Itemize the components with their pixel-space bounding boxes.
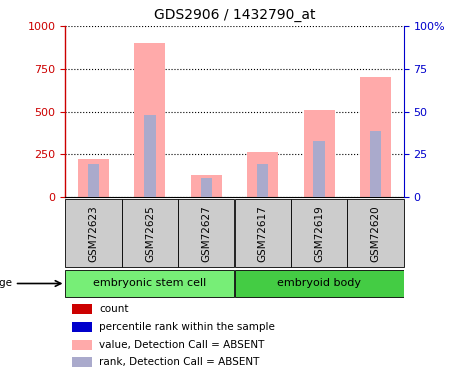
Bar: [88, 164, 99, 197]
Text: embryonic stem cell: embryonic stem cell: [93, 279, 207, 288]
Text: GSM72623: GSM72623: [88, 205, 99, 262]
Title: GDS2906 / 1432790_at: GDS2906 / 1432790_at: [154, 9, 315, 22]
Text: value, Detection Call = ABSENT: value, Detection Call = ABSENT: [99, 339, 265, 350]
Bar: [144, 115, 156, 197]
FancyBboxPatch shape: [65, 200, 122, 267]
FancyBboxPatch shape: [72, 339, 92, 350]
FancyBboxPatch shape: [72, 322, 92, 332]
Bar: [304, 110, 335, 197]
FancyBboxPatch shape: [178, 200, 235, 267]
FancyBboxPatch shape: [347, 200, 404, 267]
Bar: [257, 164, 268, 197]
Text: GSM72617: GSM72617: [258, 205, 268, 262]
FancyBboxPatch shape: [72, 357, 92, 368]
Bar: [313, 141, 325, 197]
Bar: [247, 152, 278, 197]
FancyBboxPatch shape: [65, 270, 235, 297]
Text: GSM72620: GSM72620: [370, 205, 381, 262]
Bar: [360, 78, 391, 197]
Text: GSM72627: GSM72627: [201, 205, 212, 262]
Text: GSM72619: GSM72619: [314, 205, 324, 262]
Bar: [191, 175, 222, 197]
Text: development stage: development stage: [0, 279, 12, 288]
Bar: [78, 159, 109, 197]
FancyBboxPatch shape: [122, 200, 178, 267]
Text: count: count: [99, 304, 129, 314]
FancyBboxPatch shape: [235, 270, 404, 297]
FancyBboxPatch shape: [291, 200, 347, 267]
FancyBboxPatch shape: [72, 304, 92, 314]
Bar: [201, 178, 212, 197]
Bar: [134, 44, 166, 197]
Text: percentile rank within the sample: percentile rank within the sample: [99, 322, 275, 332]
FancyBboxPatch shape: [235, 200, 291, 267]
Text: rank, Detection Call = ABSENT: rank, Detection Call = ABSENT: [99, 357, 260, 368]
Bar: [370, 131, 381, 197]
Text: embryoid body: embryoid body: [277, 279, 361, 288]
Text: GSM72625: GSM72625: [145, 205, 155, 262]
